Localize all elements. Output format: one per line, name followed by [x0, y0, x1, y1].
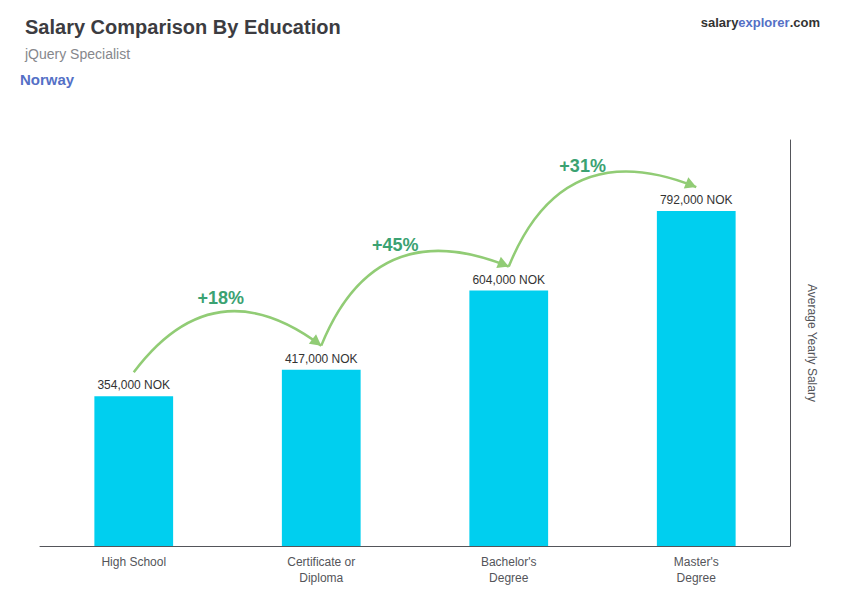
svg-text:Bachelor's: Bachelor's: [481, 555, 537, 569]
svg-text:354,000 NOK: 354,000 NOK: [97, 378, 170, 392]
svg-text:jQuery Specialist: jQuery Specialist: [24, 46, 130, 62]
svg-text:604,000 NOK: 604,000 NOK: [472, 273, 545, 287]
svg-text:+45%: +45%: [372, 235, 419, 255]
svg-text:explorer: explorer: [738, 15, 789, 30]
svg-text:Salary Comparison By Education: Salary Comparison By Education: [25, 16, 341, 38]
svg-text:Certificate or: Certificate or: [287, 555, 355, 569]
svg-text:salary: salary: [701, 15, 739, 30]
svg-text:Average Yearly Salary: Average Yearly Salary: [805, 284, 819, 402]
svg-text:Master's: Master's: [674, 555, 719, 569]
svg-text:792,000 NOK: 792,000 NOK: [660, 193, 733, 207]
svg-text:Diploma: Diploma: [299, 571, 343, 585]
svg-text:Degree: Degree: [677, 571, 717, 585]
svg-text:+18%: +18%: [198, 288, 245, 308]
svg-text:Degree: Degree: [489, 571, 529, 585]
svg-text:.com: .com: [790, 15, 820, 30]
svg-text:Norway: Norway: [20, 71, 75, 88]
svg-text:+31%: +31%: [559, 156, 606, 176]
svg-text:417,000 NOK: 417,000 NOK: [285, 352, 358, 366]
svg-text:High School: High School: [101, 555, 166, 569]
